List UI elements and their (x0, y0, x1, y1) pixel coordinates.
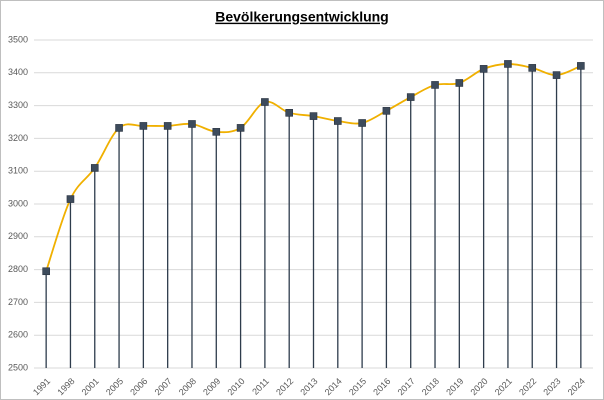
data-marker (479, 65, 488, 73)
data-marker (261, 98, 269, 106)
data-marker (115, 124, 123, 132)
y-tick-label: 3300 (8, 100, 28, 110)
chart-title: Bevölkerungsentwicklung (215, 9, 388, 25)
y-tick-label: 3000 (8, 198, 28, 208)
data-marker (188, 120, 196, 128)
y-tick-label: 3200 (8, 133, 28, 143)
data-marker (309, 112, 318, 120)
data-marker (528, 64, 537, 72)
data-marker (334, 117, 342, 125)
data-marker (358, 119, 366, 127)
data-marker (42, 267, 50, 276)
y-tick-label: 3500 (8, 34, 28, 44)
data-marker (455, 79, 464, 87)
data-marker (139, 122, 148, 130)
y-tick-label: 2900 (8, 231, 28, 241)
data-marker (66, 195, 75, 203)
data-marker (90, 164, 99, 172)
data-marker (577, 62, 585, 70)
y-tick-label: 2800 (8, 264, 28, 274)
data-marker (236, 124, 245, 132)
y-tick-label: 2700 (8, 297, 28, 307)
data-marker (163, 122, 172, 130)
y-tick-label: 3400 (8, 67, 28, 77)
data-marker (431, 81, 439, 89)
data-marker (212, 128, 221, 136)
data-marker (552, 71, 561, 79)
data-marker (382, 107, 391, 115)
data-marker (504, 60, 512, 68)
y-tick-label: 2500 (8, 362, 28, 372)
y-tick-label: 3100 (8, 166, 28, 176)
y-tick-label: 2600 (8, 330, 28, 340)
data-marker (406, 93, 415, 101)
data-marker (285, 109, 293, 117)
